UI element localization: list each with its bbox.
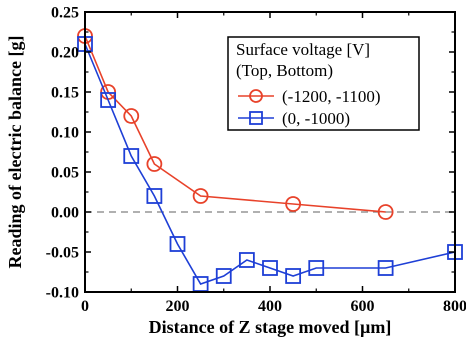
legend-title-line-2: (Top, Bottom) (236, 61, 333, 80)
series-line (84, 43, 456, 285)
y-tick-label: -0.05 (46, 245, 79, 262)
y-tick-label: 0.25 (51, 5, 79, 22)
series-line (84, 35, 386, 213)
x-axis-title: Distance of Z stage moved [µm] (149, 317, 392, 337)
data-point-square (377, 260, 394, 276)
y-axis-title: Reading of electric balance [g] (5, 36, 25, 269)
data-point-square (262, 260, 278, 276)
data-point-square (169, 236, 186, 252)
legend-title-line-1: Surface voltage [V] (236, 40, 370, 59)
series-layer (77, 28, 463, 292)
x-tick-label: 0 (81, 298, 89, 315)
series-blue-squares (77, 36, 463, 292)
legend-entry: (0, -1000) (238, 109, 350, 128)
data-point-square (285, 268, 302, 284)
legend-label: (0, -1000) (282, 109, 350, 128)
series-red-circles (77, 28, 394, 220)
data-point-circle (192, 188, 209, 204)
legend-marker-square (249, 111, 263, 125)
tick-layer: 0 200 400 600 800 -0.10 -0.05 0.00 0.05 0.10 0.15 0… (46, 5, 466, 316)
data-point-square (238, 252, 255, 268)
data-point-square (215, 268, 232, 284)
y-tick-label: 0.10 (51, 125, 79, 142)
data-point-circle (123, 108, 140, 124)
y-tick-label: 0.15 (51, 85, 79, 102)
x-tick-label: 600 (351, 298, 375, 315)
y-tick-label: 0.05 (51, 165, 79, 182)
data-point-square (146, 188, 163, 204)
legend-label: (-1200, -1100) (282, 87, 381, 106)
legend-entry: (-1200, -1100) (238, 87, 381, 106)
x-tick-label: 200 (166, 298, 190, 315)
data-point-circle (146, 156, 163, 172)
legend-marker-circle (249, 89, 263, 103)
y-tick-label: -0.10 (46, 285, 79, 302)
legend-box (227, 36, 420, 131)
data-point-square (308, 260, 325, 276)
data-point-circle (377, 204, 394, 220)
y-tick-label: 0.20 (51, 45, 79, 62)
data-point-square (100, 92, 117, 108)
x-tick-label: 800 (443, 298, 466, 315)
legend: Surface voltage [V] (Top, Bottom) (-1200… (227, 36, 420, 131)
y-tick-label: 0.00 (51, 205, 79, 222)
x-tick-label: 400 (258, 298, 282, 315)
legend-items: (-1200, -1100) (0, -1000) (238, 87, 381, 128)
data-point-square (123, 148, 140, 164)
data-point-circle (285, 196, 302, 212)
